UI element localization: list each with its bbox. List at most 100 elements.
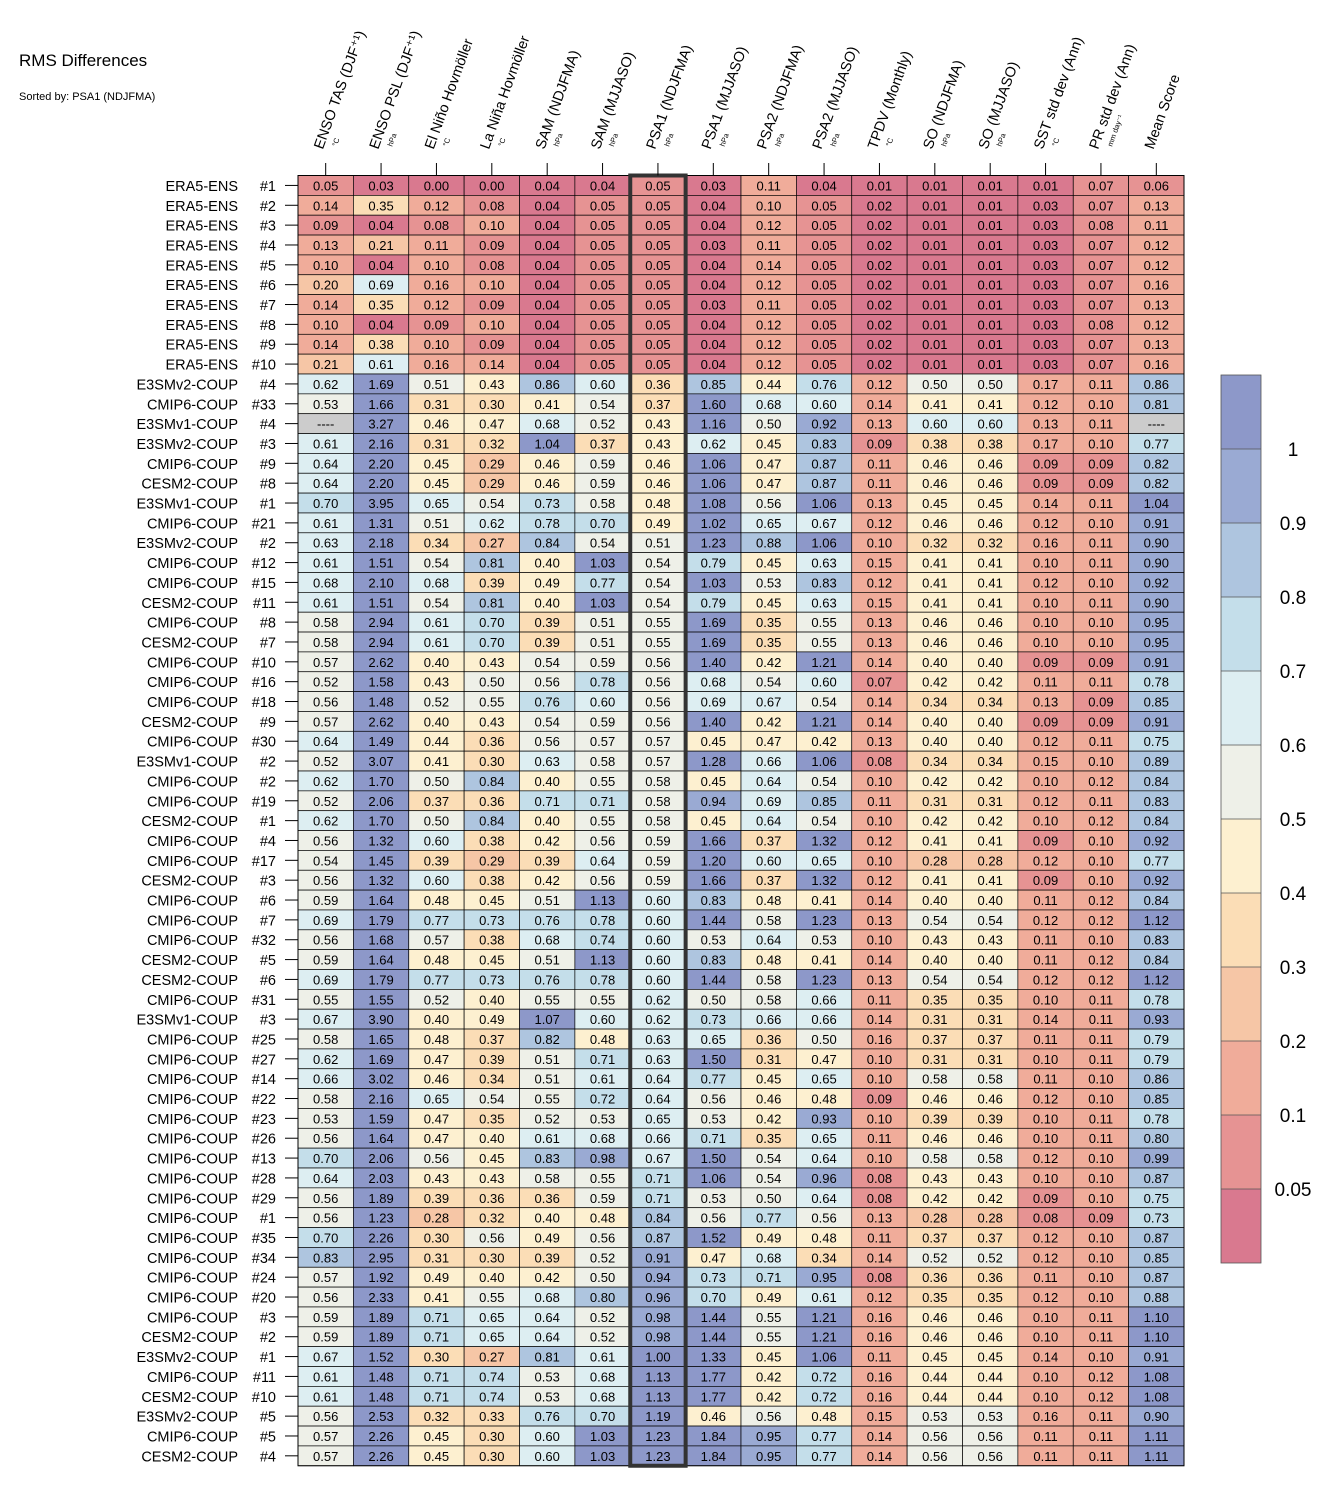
cell-value: 0.96 <box>811 1171 836 1186</box>
cell-value: 0.56 <box>645 675 670 690</box>
cell-value: 0.45 <box>479 953 504 968</box>
cell-value: 0.10 <box>1088 1230 1113 1245</box>
cell-value: 0.10 <box>1033 1369 1058 1384</box>
cell-value: 1.79 <box>368 913 393 928</box>
cell-value: 0.05 <box>811 298 836 313</box>
row-label-name: CESM2-COUP <box>141 1449 238 1465</box>
cell-value: 0.21 <box>368 238 393 253</box>
cell-value: 0.31 <box>978 1052 1003 1067</box>
cell-value: 0.77 <box>756 1211 781 1226</box>
cell-value: 0.72 <box>811 1389 836 1404</box>
cell-value: 2.26 <box>368 1230 393 1245</box>
cell-value: 0.57 <box>313 1270 338 1285</box>
colorbar-segment <box>1221 745 1261 819</box>
cell-value: 0.01 <box>922 298 947 313</box>
column-unit: °C <box>1050 136 1062 148</box>
cell-value: 0.12 <box>1033 794 1058 809</box>
cell-value: 0.52 <box>590 1330 615 1345</box>
cell-value: 0.13 <box>1144 298 1169 313</box>
row-label-id: #2 <box>260 199 276 215</box>
cell-value: 0.16 <box>1144 357 1169 372</box>
cell-value: 0.85 <box>1144 1092 1169 1107</box>
row-label-name: CMIP6-COUP <box>147 675 238 691</box>
cell-value: ---- <box>1148 417 1165 432</box>
cell-value: 0.70 <box>479 635 504 650</box>
cell-value: 0.53 <box>701 933 726 948</box>
cell-value: 0.65 <box>756 516 781 531</box>
cell-value: 0.64 <box>313 476 338 491</box>
cell-value: 0.05 <box>811 258 836 273</box>
row-label-id: #2 <box>260 536 276 552</box>
cell-value: 0.77 <box>424 913 449 928</box>
cell-value: 0.04 <box>535 218 560 233</box>
cell-value: 0.12 <box>1033 734 1058 749</box>
cell-value: 0.49 <box>756 1230 781 1245</box>
cell-value: 0.17 <box>1033 436 1058 451</box>
row-label-id: #10 <box>252 358 276 374</box>
cell-value: 1.12 <box>1144 972 1169 987</box>
row-label-name: ERA5-ENS <box>165 219 238 235</box>
cell-value: 0.40 <box>535 774 560 789</box>
cell-value: 0.47 <box>424 1111 449 1126</box>
row-label-id: #5 <box>260 1429 276 1445</box>
cell-value: 0.53 <box>535 1369 560 1384</box>
cell-value: 0.56 <box>590 833 615 848</box>
row-label-name: CMIP6-COUP <box>147 1032 238 1048</box>
colorbar-segment <box>1221 1189 1261 1263</box>
cell-value: 1.23 <box>701 536 726 551</box>
cell-value: 0.12 <box>867 1290 892 1305</box>
row-label-name: CMIP6-COUP <box>147 655 238 671</box>
cell-value: 0.90 <box>1144 595 1169 610</box>
cell-value: 0.87 <box>1144 1171 1169 1186</box>
cell-value: 0.39 <box>978 1111 1003 1126</box>
cell-value: 1.89 <box>368 1310 393 1325</box>
cell-value: 0.56 <box>922 1429 947 1444</box>
cell-value: 0.88 <box>756 536 781 551</box>
row-label-id: #8 <box>260 477 276 493</box>
cell-value: 0.79 <box>1144 1032 1169 1047</box>
cell-value: 0.64 <box>756 933 781 948</box>
cell-value: 0.71 <box>645 1191 670 1206</box>
cell-value: 0.01 <box>922 278 947 293</box>
row-label-id: #6 <box>260 973 276 989</box>
cell-value: 0.02 <box>867 258 892 273</box>
cell-value: 0.04 <box>701 337 726 352</box>
cell-value: 1.13 <box>645 1389 670 1404</box>
row-label-id: #10 <box>252 655 276 671</box>
cell-value: 1.32 <box>368 833 393 848</box>
cell-value: 0.58 <box>313 1032 338 1047</box>
cell-value: 0.50 <box>922 377 947 392</box>
cell-value: 2.06 <box>368 1151 393 1166</box>
cell-value: 0.07 <box>1088 198 1113 213</box>
cell-value: 0.85 <box>1144 1250 1169 1265</box>
cell-value: 0.05 <box>811 337 836 352</box>
cell-value: 0.70 <box>590 1409 615 1424</box>
cell-value: 0.09 <box>1033 476 1058 491</box>
cell-value: 1.10 <box>1144 1310 1169 1325</box>
cell-value: 0.09 <box>1088 695 1113 710</box>
cell-value: 0.00 <box>479 178 504 193</box>
cell-value: 1.08 <box>701 496 726 511</box>
cell-value: 1.49 <box>368 734 393 749</box>
cell-value: 0.86 <box>535 377 560 392</box>
cell-value: 0.04 <box>811 178 836 193</box>
cell-value: 0.99 <box>1144 1151 1169 1166</box>
cell-value: 1.58 <box>368 675 393 690</box>
cell-value: 0.49 <box>535 575 560 590</box>
cell-value: 1.65 <box>368 1032 393 1047</box>
cell-value: 0.91 <box>1144 516 1169 531</box>
cell-value: 0.44 <box>922 1369 947 1384</box>
cell-value: 2.26 <box>368 1449 393 1464</box>
cell-value: 0.46 <box>978 476 1003 491</box>
cell-value: 1.08 <box>1144 1389 1169 1404</box>
cell-value: 0.37 <box>922 1230 947 1245</box>
colorbar-segment <box>1221 1041 1261 1115</box>
row-label-id: #35 <box>252 1231 276 1247</box>
cell-value: 0.55 <box>811 615 836 630</box>
cell-value: 0.08 <box>1033 1211 1058 1226</box>
cell-value: 0.46 <box>535 456 560 471</box>
cell-value: 0.53 <box>922 1409 947 1424</box>
cell-value: 0.68 <box>756 1250 781 1265</box>
cell-value: 2.10 <box>368 575 393 590</box>
cell-value: 0.40 <box>978 953 1003 968</box>
